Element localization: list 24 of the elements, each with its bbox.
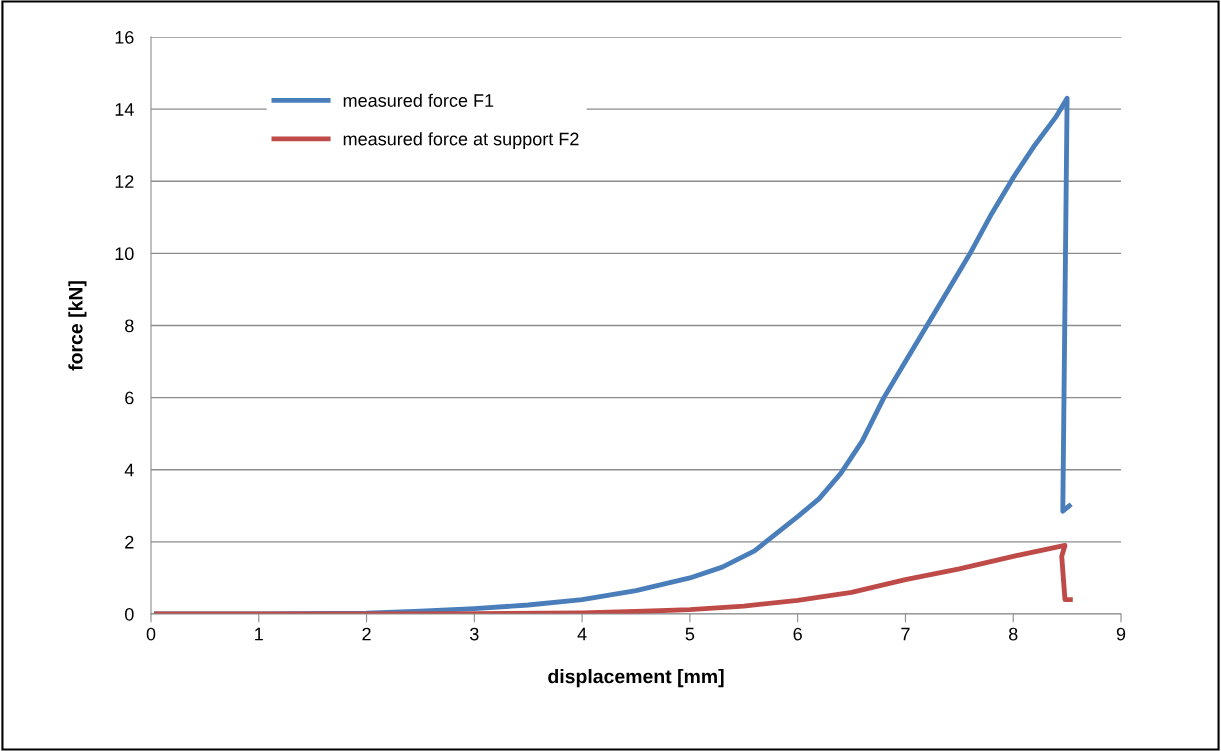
x-tick-label: 4 xyxy=(577,627,587,641)
y-tick-label: 16 xyxy=(115,30,134,44)
x-axis-title: displacement [mm] xyxy=(548,669,724,688)
x-tick-label: 8 xyxy=(1008,627,1018,641)
line-series xyxy=(153,543,1073,614)
y-tick-label: 6 xyxy=(125,391,134,405)
y-tick-label: 14 xyxy=(115,103,134,116)
y-tick-label: 8 xyxy=(125,319,134,333)
legend-label: measured force at support F2 xyxy=(343,132,579,149)
x-tick-label: 9 xyxy=(1116,627,1126,641)
y-tick-label: 12 xyxy=(115,175,134,188)
y-tick-label: 10 xyxy=(115,247,134,261)
legend-label: measured force F1 xyxy=(343,93,494,107)
x-tick-label: 5 xyxy=(685,627,695,641)
y-tick-label: 0 xyxy=(125,607,134,621)
x-tick-label: 2 xyxy=(362,627,371,641)
y-tick-label: 4 xyxy=(124,463,134,477)
x-tick-label: 0 xyxy=(146,627,156,641)
x-tick-label: 1 xyxy=(255,627,263,641)
x-tick-label: 6 xyxy=(793,627,802,641)
x-tick-label: 3 xyxy=(470,627,479,641)
x-tick-label: 7 xyxy=(901,627,910,641)
y-tick-label: 2 xyxy=(125,535,134,549)
y-axis-title: force [kN] xyxy=(68,281,87,371)
